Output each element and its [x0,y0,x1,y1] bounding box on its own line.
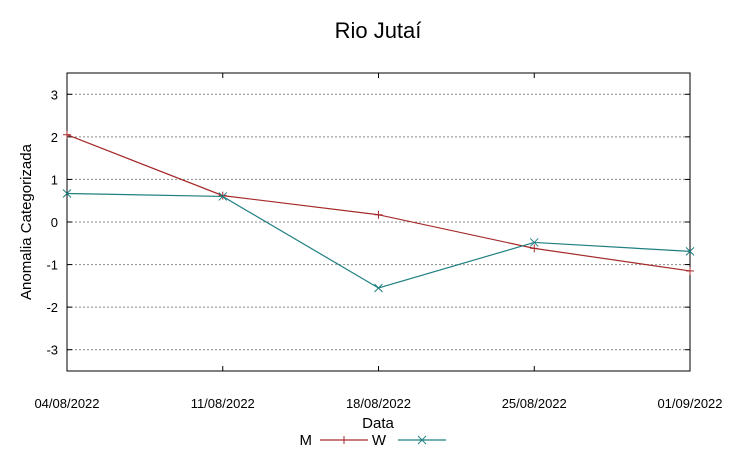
series-line-m [66,134,691,272]
y-tick-label: 0 [51,215,58,230]
data-point-w [685,247,695,256]
marker-stroke [62,189,72,198]
y-tick-label: -3 [46,343,58,358]
y-tick-label: -2 [46,300,58,315]
data-point-m [530,244,539,253]
marker-stroke [374,283,383,293]
legend-marker-m [340,436,348,444]
y-axis-label: Anomalia Categorizada [18,143,35,300]
y-tick-label: 1 [51,172,58,187]
data-point-m [686,266,694,275]
y-ticks: 3 2 1 0 -1 -2 -3 [46,87,690,358]
data-point-w [218,192,228,201]
data-point-w [529,238,539,247]
marker-stroke [529,238,539,247]
x-ticks: 04/08/2022 11/08/2022 18/08/2022 25/08/2022… [34,73,723,411]
legend-marker-w [417,435,427,445]
y-tick-label: 3 [51,87,58,102]
y-tick-label: 2 [51,130,58,145]
grid-lines [67,93,690,351]
data-point-m [374,210,383,219]
x-tick-label: 11/08/2022 [191,396,255,411]
marker-stroke [417,435,427,445]
legend-label-w: W [372,432,387,449]
series-group [62,130,695,293]
legend-label-m: M [300,432,313,449]
x-tick-label: 18/08/2022 [346,396,411,411]
chart-title: Rio Jutaí [335,18,422,43]
x-tick-label: 01/09/2022 [657,396,722,411]
marker-stroke [685,247,695,256]
x-axis-label: Data [362,415,394,432]
series-line-w [66,192,691,289]
data-point-m [218,191,227,200]
x-tick-label: 04/08/2022 [34,396,99,411]
marker-stroke [218,192,228,201]
y-tick-label: -1 [46,258,58,273]
data-point-w [374,283,383,293]
data-point-m [63,130,71,139]
x-tick-label: 25/08/2022 [502,396,567,411]
data-point-w [62,189,72,198]
